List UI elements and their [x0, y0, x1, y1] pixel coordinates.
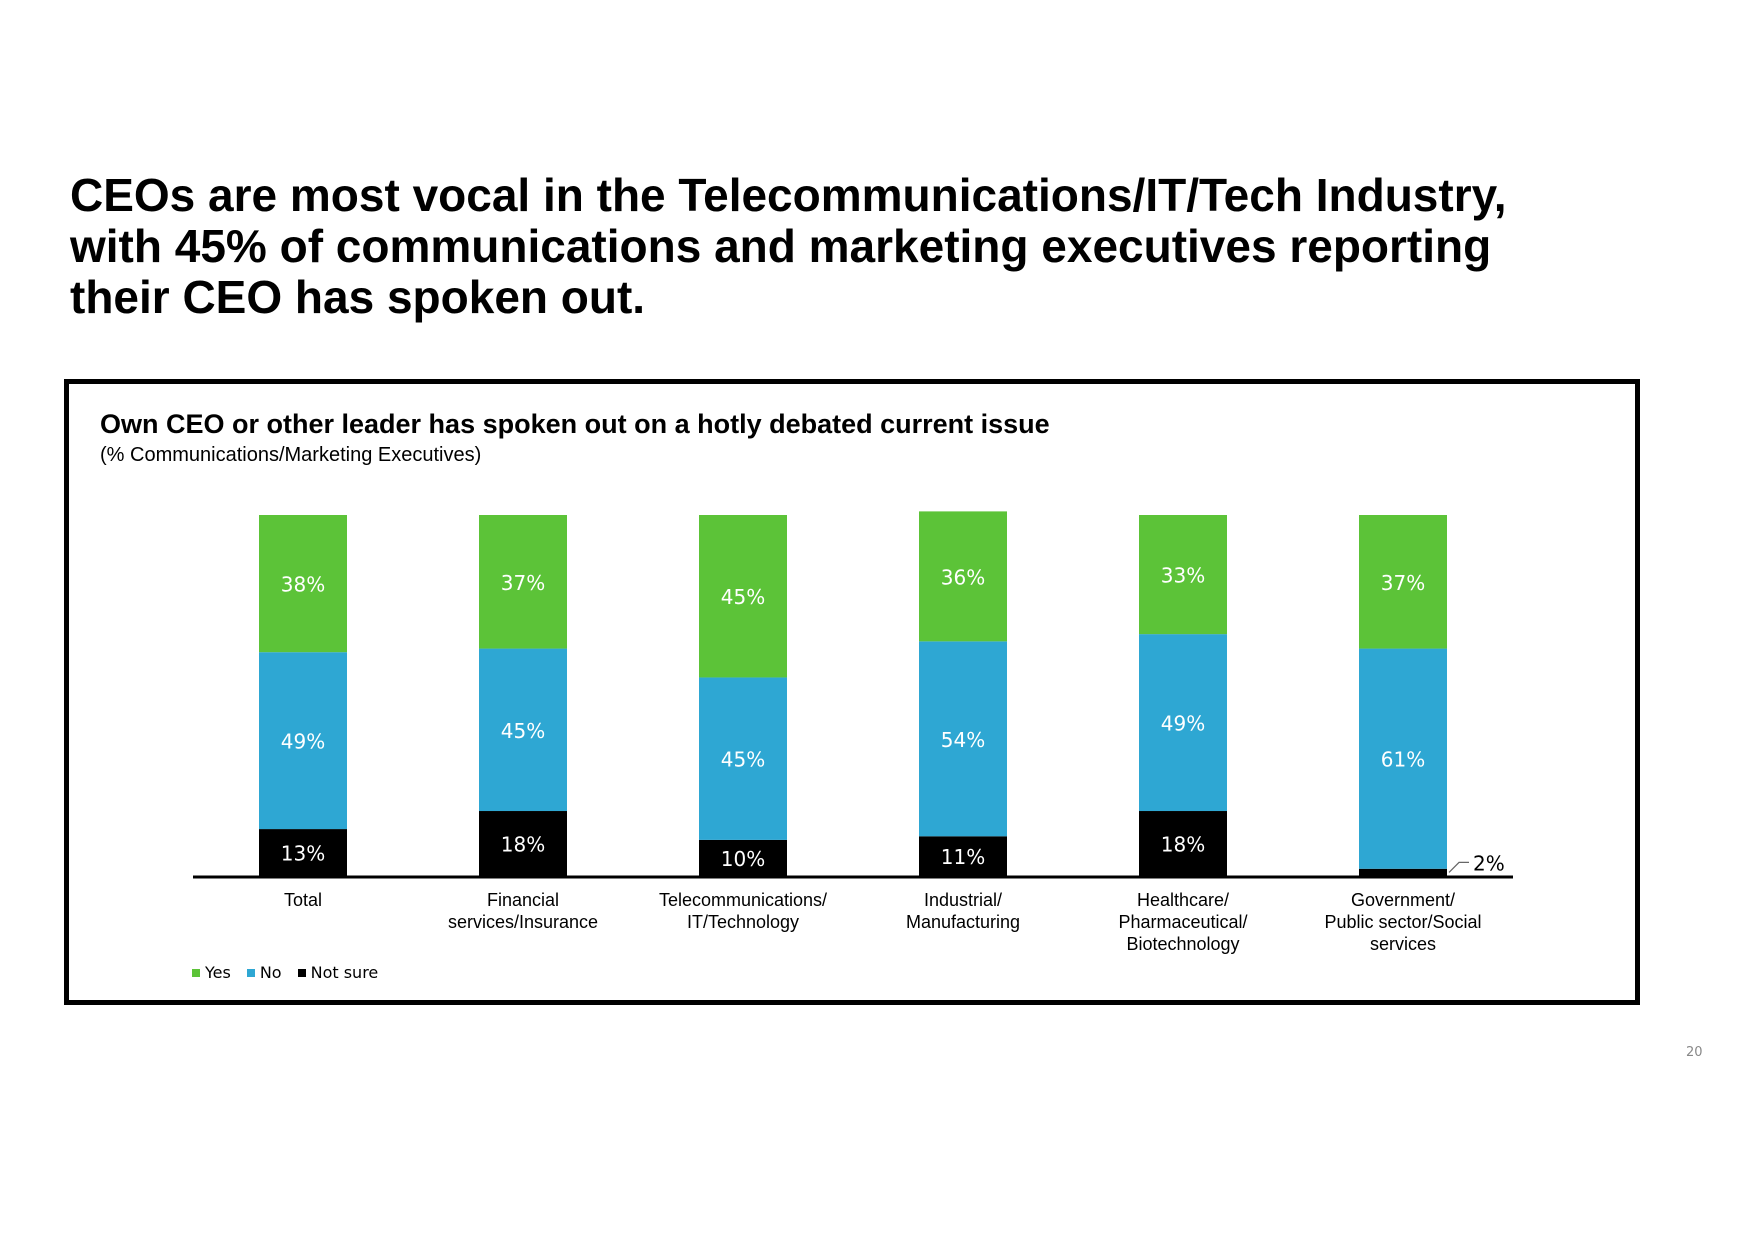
- bar-segment-not-sure: [919, 836, 1007, 876]
- chart-legend: Yes No Not sure: [192, 963, 378, 982]
- x-tick-label: services: [1370, 934, 1436, 954]
- bar-segment-not-sure: [1139, 811, 1227, 876]
- bar-segment-no: [259, 652, 347, 830]
- x-tick-label: Public sector/Social: [1324, 912, 1481, 932]
- headline: CEOs are most vocal in the Telecommunica…: [70, 170, 1670, 323]
- page-number: 20: [1686, 1045, 1703, 1060]
- bar-segment-yes: [1139, 515, 1227, 635]
- chart-subtitle: (% Communications/Marketing Executives): [100, 444, 482, 466]
- legend-item-no: No: [246, 963, 282, 982]
- data-label: 37%: [1381, 571, 1425, 595]
- bar-segment-no: [919, 641, 1007, 837]
- data-label: 2%: [1473, 851, 1505, 875]
- x-tick-label: Financial: [487, 890, 559, 910]
- data-label: 10%: [721, 847, 765, 871]
- legend-label-no: No: [259, 963, 282, 982]
- data-label: 61%: [1381, 748, 1425, 772]
- x-tick-label: Government/: [1351, 890, 1455, 910]
- x-tick-label: Pharmaceutical/: [1118, 912, 1247, 932]
- x-tick-label: Telecommunications/: [659, 890, 827, 910]
- x-tick-label: IT/Technology: [687, 912, 799, 932]
- x-tick-label: Manufacturing: [906, 912, 1020, 932]
- data-label: 45%: [721, 585, 765, 609]
- bar-segment-no: [699, 677, 787, 840]
- bar-segment-no: [1359, 648, 1447, 869]
- bar-segment-yes: [259, 515, 347, 653]
- headline-line: with 45% of communications and marketing…: [70, 220, 1492, 272]
- bar-segment-yes: [699, 515, 787, 678]
- bar-segment-no: [1139, 634, 1227, 812]
- data-label: 11%: [941, 845, 985, 869]
- bar-segment-not-sure: [479, 811, 567, 876]
- data-label: 37%: [501, 571, 545, 595]
- data-label: 36%: [941, 565, 985, 589]
- bar-segment-yes: [919, 511, 1007, 642]
- data-label: 18%: [1161, 833, 1205, 857]
- x-tick-label: Biotechnology: [1126, 934, 1239, 954]
- legend-label-yes: Yes: [205, 963, 231, 982]
- legend-swatch-not-sure: [297, 968, 306, 977]
- headline-line: their CEO has spoken out.: [70, 271, 646, 323]
- legend-swatch-yes: [192, 968, 200, 977]
- data-label: 13%: [281, 842, 325, 866]
- bar-segment-not-sure: [259, 829, 347, 876]
- chart-title: Own CEO or other leader has spoken out o…: [100, 409, 1050, 439]
- data-label: 45%: [501, 719, 545, 743]
- data-label: 54%: [941, 728, 985, 752]
- data-label-leader: [1448, 861, 1469, 873]
- data-label: 38%: [281, 573, 325, 597]
- data-label: 49%: [1161, 712, 1205, 736]
- x-tick-label: Industrial/: [924, 890, 1002, 910]
- bar-segment-not-sure: [699, 839, 787, 876]
- data-label: 18%: [501, 833, 545, 857]
- legend-label-not-sure: Not sure: [310, 963, 379, 982]
- bar-segment-no: [479, 648, 567, 812]
- data-label: 33%: [1161, 564, 1205, 588]
- legend-item-not-sure: Not sure: [297, 963, 379, 982]
- bar-segment-not-sure: [1359, 868, 1447, 876]
- legend-item-yes: Yes: [192, 963, 231, 982]
- data-label: 45%: [721, 748, 765, 772]
- headline-line: CEOs are most vocal in the Telecommunica…: [70, 169, 1507, 221]
- bar-segment-yes: [479, 515, 567, 649]
- x-tick-label: Total: [284, 890, 322, 910]
- bar-segment-yes: [1359, 515, 1447, 649]
- x-tick-label: services/Insurance: [448, 912, 598, 932]
- x-tick-label: Healthcare/: [1137, 890, 1229, 910]
- data-label: 49%: [281, 730, 325, 754]
- legend-swatch-no: [246, 968, 255, 977]
